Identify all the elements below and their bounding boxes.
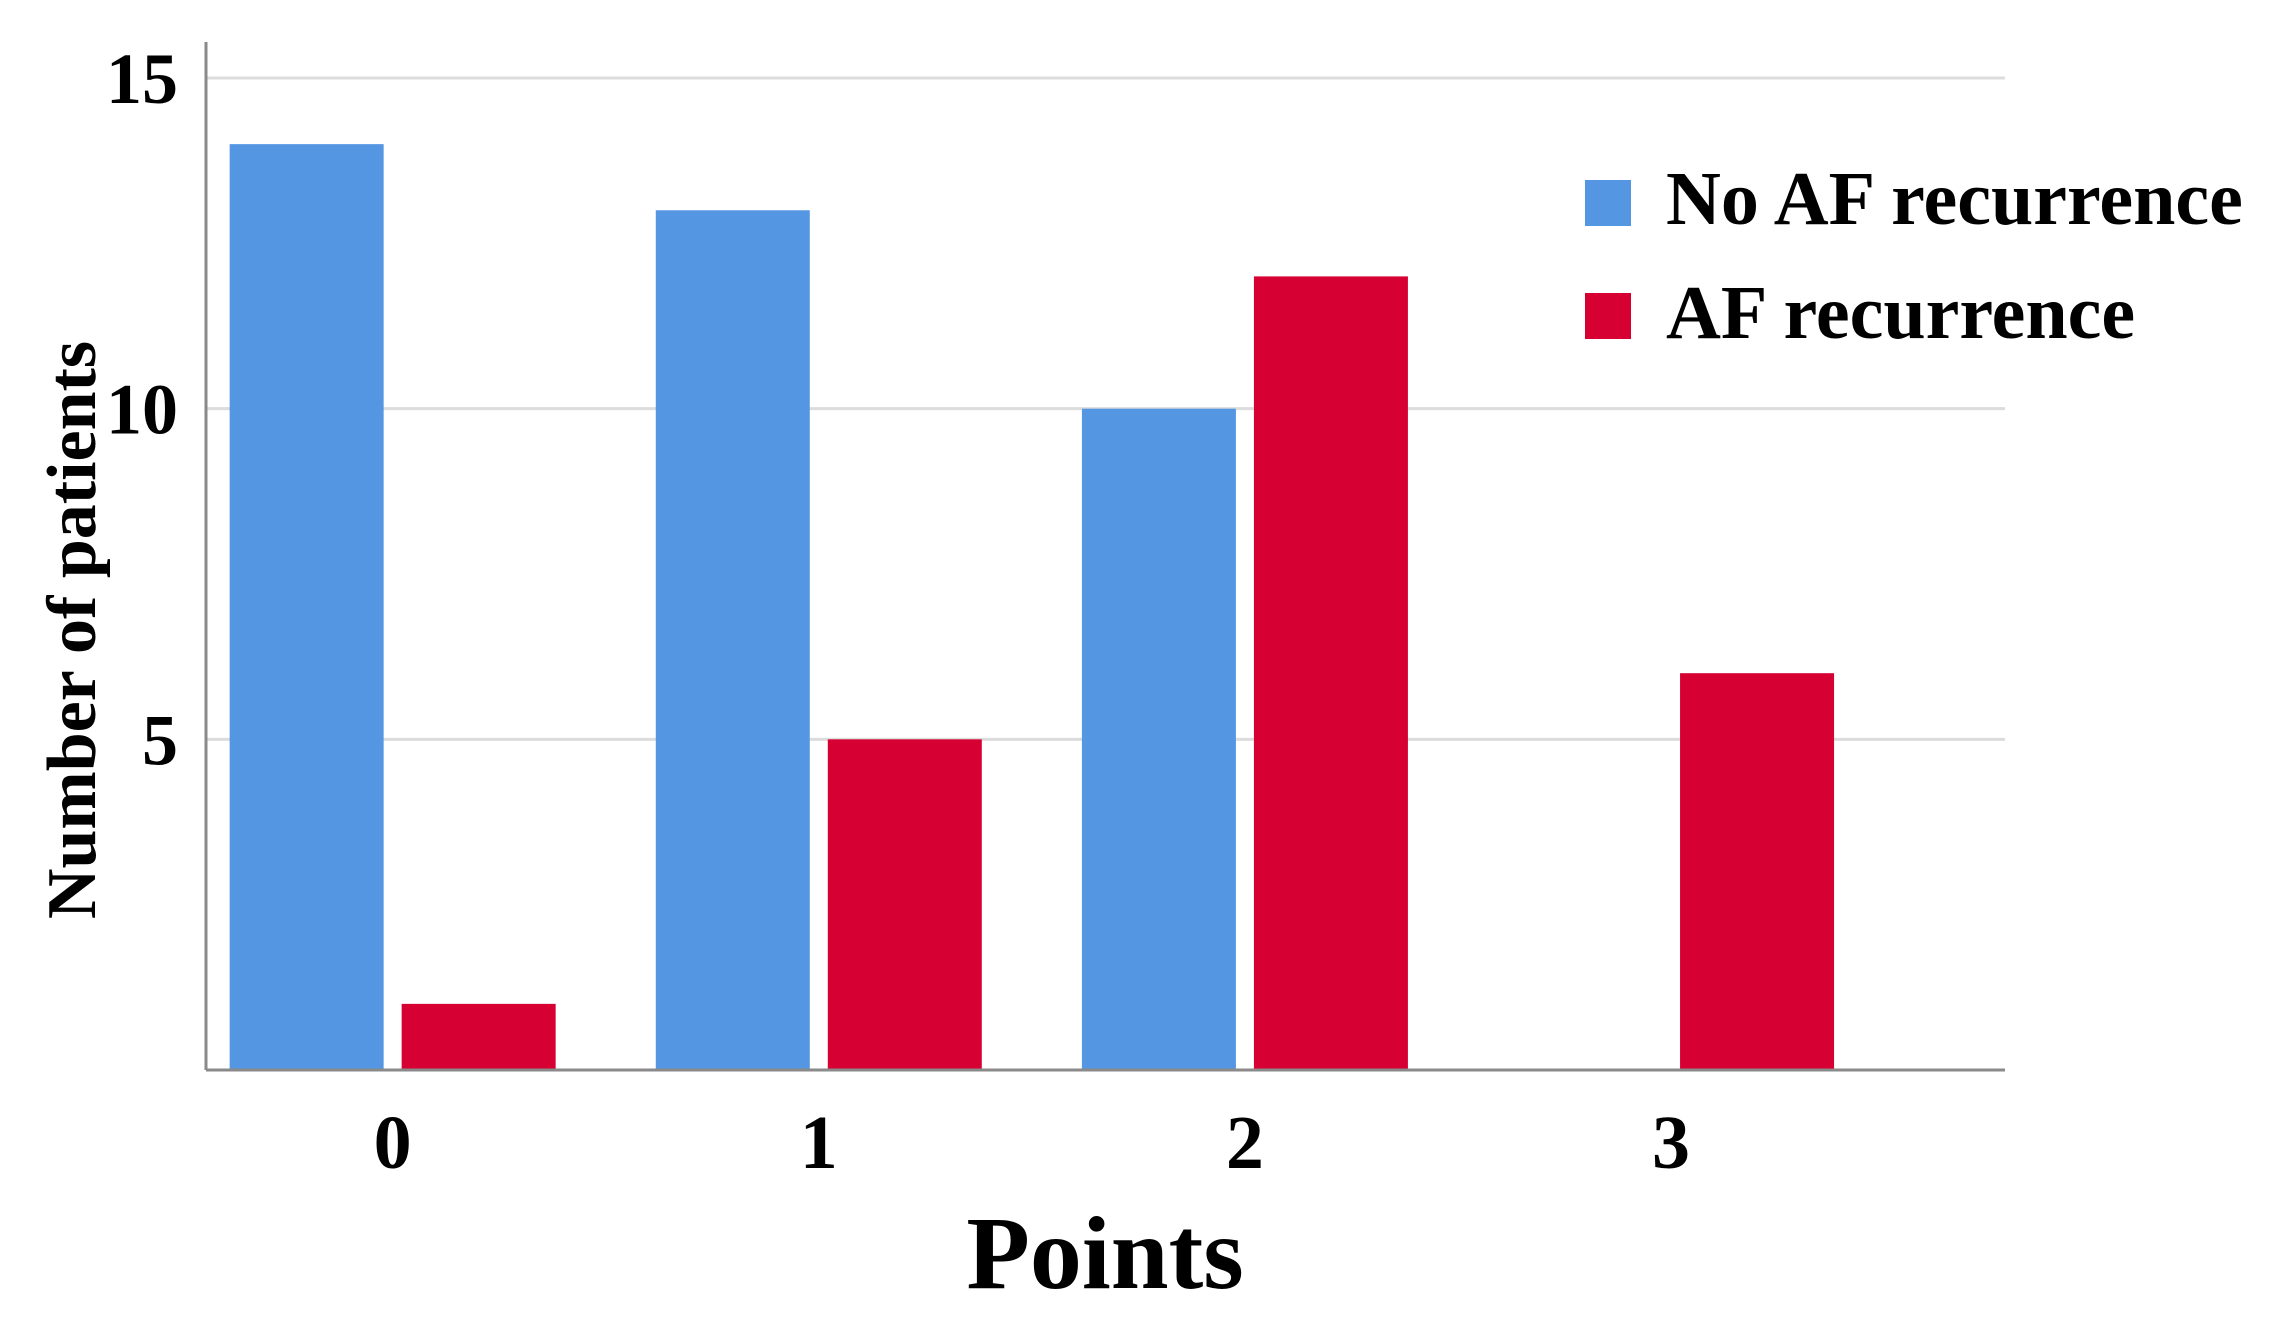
x-tick-label: 1 (800, 1101, 838, 1185)
x-tick-label: 3 (1652, 1101, 1690, 1185)
bar-no-af-recurrence-0 (229, 144, 384, 1071)
bar-no-af-recurrence-2 (1081, 408, 1236, 1071)
bar-af-recurrence-2 (1253, 276, 1408, 1070)
legend-swatch-no-af-recurrence (1585, 180, 1631, 226)
legend: No AF recurrence AF recurrence (1585, 157, 2243, 355)
bar-no-af-recurrence-1 (655, 210, 810, 1070)
bar-af-recurrence-3 (1680, 673, 1835, 1070)
y-tick-label: 5 (142, 700, 178, 780)
bars (229, 144, 1835, 1071)
y-tick-labels: 5 10 15 (106, 39, 178, 780)
x-tick-label: 0 (374, 1101, 412, 1185)
legend-label-af-recurrence: AF recurrence (1666, 271, 2135, 355)
x-tick-labels: 0 1 2 3 (374, 1101, 1690, 1185)
x-tick-label: 2 (1226, 1101, 1264, 1185)
y-tick-label: 10 (106, 370, 178, 450)
bar-af-recurrence-0 (401, 1003, 556, 1070)
y-tick-label: 15 (106, 39, 178, 119)
legend-swatch-af-recurrence (1585, 293, 1631, 339)
y-axis-label: Number of patients (34, 341, 111, 919)
bar-af-recurrence-1 (827, 739, 982, 1070)
x-axis-label: Points (966, 1196, 1243, 1311)
axes (204, 42, 2005, 1072)
legend-label-no-af-recurrence: No AF recurrence (1666, 157, 2243, 241)
